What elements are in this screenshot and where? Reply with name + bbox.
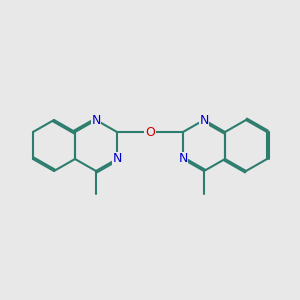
Text: N: N: [112, 152, 122, 166]
Text: O: O: [145, 125, 155, 139]
Text: N: N: [199, 113, 209, 127]
Text: N: N: [178, 152, 188, 166]
Text: N: N: [91, 113, 101, 127]
